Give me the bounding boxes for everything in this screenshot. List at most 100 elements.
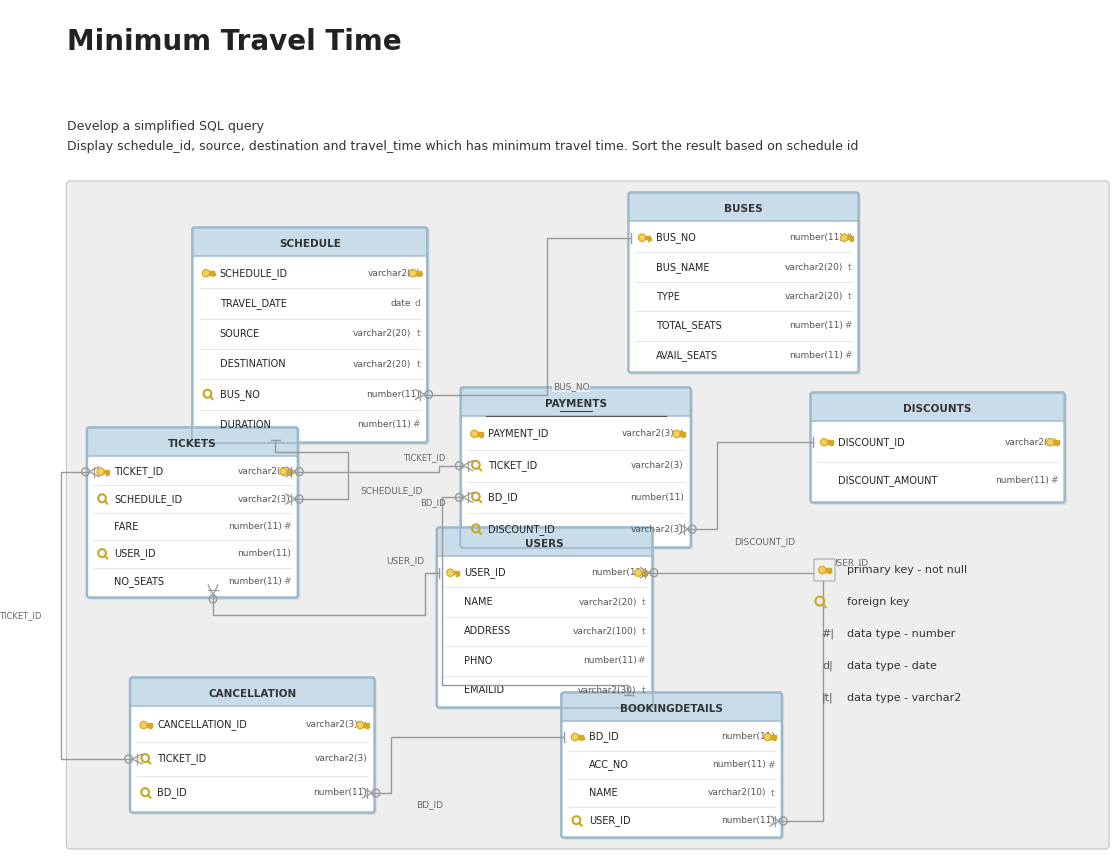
Text: USER_ID: USER_ID	[464, 568, 506, 578]
Bar	[649, 237, 651, 240]
Circle shape	[1048, 439, 1053, 445]
Text: number(11): number(11)	[995, 476, 1049, 485]
Text: TICKETS: TICKETS	[168, 439, 217, 449]
Bar	[456, 573, 458, 575]
Text: number(11): number(11)	[583, 656, 637, 666]
FancyBboxPatch shape	[437, 528, 652, 560]
FancyBboxPatch shape	[463, 389, 693, 550]
FancyBboxPatch shape	[130, 678, 374, 710]
Circle shape	[358, 722, 363, 728]
Text: d: d	[415, 299, 420, 308]
Text: BD_ID: BD_ID	[158, 788, 187, 798]
Text: #: #	[284, 577, 290, 586]
FancyBboxPatch shape	[629, 194, 861, 375]
Text: varchar2(3): varchar2(3)	[631, 461, 684, 470]
Circle shape	[1046, 439, 1054, 445]
Text: number(11): number(11)	[358, 421, 411, 429]
Text: TICKET_ID: TICKET_ID	[0, 611, 41, 620]
Text: |t|: |t|	[822, 693, 833, 703]
Bar	[770, 735, 776, 739]
Bar	[580, 737, 583, 740]
Bar	[367, 725, 369, 728]
Text: SCHEDULE_ID: SCHEDULE_ID	[115, 494, 182, 505]
Bar	[1058, 442, 1059, 445]
FancyBboxPatch shape	[192, 256, 427, 442]
Text: foreign key: foreign key	[846, 597, 909, 607]
Circle shape	[820, 568, 824, 573]
Text: PAYMENTS: PAYMENTS	[545, 399, 607, 409]
Text: varchar2(20): varchar2(20)	[353, 329, 411, 338]
Text: t: t	[847, 292, 852, 301]
Text: BUS_NAME: BUS_NAME	[656, 261, 709, 273]
Bar	[832, 442, 833, 445]
FancyBboxPatch shape	[563, 694, 784, 840]
Circle shape	[357, 722, 364, 728]
Circle shape	[98, 470, 102, 474]
Bar	[645, 573, 647, 575]
Text: SOURCE: SOURCE	[220, 329, 260, 339]
Circle shape	[639, 236, 644, 240]
Text: DURATION: DURATION	[220, 420, 270, 430]
Circle shape	[821, 439, 827, 445]
Text: t: t	[416, 329, 420, 338]
Text: USERS: USERS	[525, 539, 564, 549]
Circle shape	[409, 269, 416, 277]
Text: t: t	[642, 598, 645, 606]
Bar	[639, 571, 646, 574]
Bar	[291, 471, 292, 474]
Bar	[211, 273, 214, 276]
Text: number(11): number(11)	[629, 493, 684, 502]
Text: NAME: NAME	[588, 788, 617, 798]
Text: BD_ID: BD_ID	[420, 498, 446, 507]
Text: t: t	[642, 627, 645, 636]
Bar	[1052, 440, 1059, 444]
Text: Display schedule_id, source, destination and travel_time which has minimum trave: Display schedule_id, source, destination…	[68, 140, 858, 153]
Text: number(11): number(11)	[712, 760, 766, 770]
Text: USER_ID: USER_ID	[387, 556, 425, 565]
FancyBboxPatch shape	[562, 721, 782, 837]
Text: varchar2(3): varchar2(3)	[1004, 438, 1058, 446]
Text: DISCOUNT_ID: DISCOUNT_ID	[488, 524, 555, 535]
Text: varchar2(3): varchar2(3)	[238, 467, 290, 476]
Bar	[775, 737, 776, 740]
FancyBboxPatch shape	[811, 421, 1064, 502]
Bar	[420, 273, 421, 275]
Text: PAYMENT_ID: PAYMENT_ID	[488, 428, 548, 439]
Text: #: #	[844, 322, 852, 330]
Text: varchar2(100): varchar2(100)	[573, 627, 637, 636]
Text: number(11): number(11)	[592, 568, 645, 577]
Text: varchar2(20): varchar2(20)	[353, 359, 411, 369]
Bar	[458, 573, 459, 575]
Text: TICKET_ID: TICKET_ID	[404, 453, 446, 462]
Circle shape	[447, 569, 454, 576]
FancyBboxPatch shape	[812, 394, 1066, 505]
Text: SCHEDULE: SCHEDULE	[279, 239, 340, 249]
FancyBboxPatch shape	[131, 679, 377, 815]
Bar	[419, 273, 420, 276]
Text: data type - varchar2: data type - varchar2	[846, 693, 961, 703]
Text: ACC_NO: ACC_NO	[588, 759, 628, 771]
Text: TYPE: TYPE	[656, 292, 679, 302]
Text: t: t	[416, 359, 420, 369]
Circle shape	[281, 470, 286, 474]
FancyBboxPatch shape	[437, 556, 652, 707]
Bar	[366, 725, 368, 728]
Text: varchar2(20): varchar2(20)	[784, 262, 843, 272]
Bar	[825, 440, 833, 444]
Bar	[285, 470, 292, 474]
Bar	[644, 236, 651, 239]
Bar	[773, 737, 775, 740]
Circle shape	[140, 722, 147, 728]
FancyBboxPatch shape	[629, 193, 858, 225]
Circle shape	[202, 269, 209, 277]
Text: t: t	[771, 789, 775, 797]
Bar	[648, 237, 649, 241]
Text: DISCOUNT_ID: DISCOUNT_ID	[838, 437, 905, 448]
Text: t: t	[364, 721, 367, 729]
FancyBboxPatch shape	[811, 393, 1064, 425]
Bar	[678, 432, 685, 436]
Text: SCHEDULE_ID: SCHEDULE_ID	[360, 487, 423, 495]
Circle shape	[673, 430, 679, 438]
Text: #: #	[767, 760, 775, 770]
Bar	[476, 432, 483, 436]
